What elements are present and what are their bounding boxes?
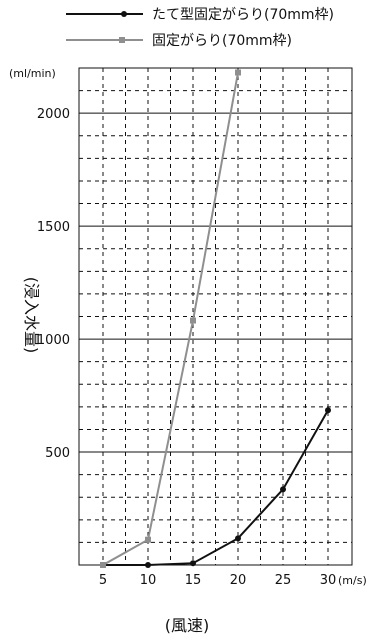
y-tick-label: 2000 — [37, 107, 70, 122]
series-point-vertical-fixed-louver — [280, 486, 286, 493]
y-tick-label: 1500 — [37, 220, 70, 235]
legend-marker — [121, 11, 127, 17]
series-line-vertical-fixed-louver — [103, 409, 329, 566]
series-point-fixed-louver — [100, 562, 106, 568]
series-point-vertical-fixed-louver — [235, 535, 241, 542]
y-unit-label: (ml/min) — [9, 67, 56, 80]
x-unit-label: (m/s) — [338, 574, 367, 587]
series-point-fixed-louver — [190, 317, 196, 324]
legend-label: 固定がらり(70mm枠) — [152, 33, 292, 49]
x-tick-label: 25 — [275, 573, 292, 588]
x-tick-label: 15 — [185, 573, 202, 588]
x-tick-label: 30 — [320, 573, 337, 588]
series-point-fixed-louver — [235, 69, 241, 76]
x-tick-label: 5 — [99, 573, 107, 588]
legend-marker — [119, 37, 125, 43]
x-tick-label: 10 — [140, 573, 157, 588]
y-tick-label: 1000 — [37, 333, 70, 348]
series-point-vertical-fixed-louver — [190, 560, 196, 567]
series-point-vertical-fixed-louver — [325, 407, 331, 414]
y-tick-label: 500 — [45, 446, 70, 461]
series-point-fixed-louver — [145, 536, 151, 543]
x-axis-label: (風速) — [165, 616, 210, 635]
legend-label: たて型固定がらり(70mm枠) — [152, 7, 334, 23]
y-axis-label: (浸入水量) — [22, 277, 41, 354]
series-point-vertical-fixed-louver — [145, 562, 151, 568]
x-tick-label: 20 — [230, 573, 247, 588]
series-line-fixed-louver — [102, 72, 239, 566]
